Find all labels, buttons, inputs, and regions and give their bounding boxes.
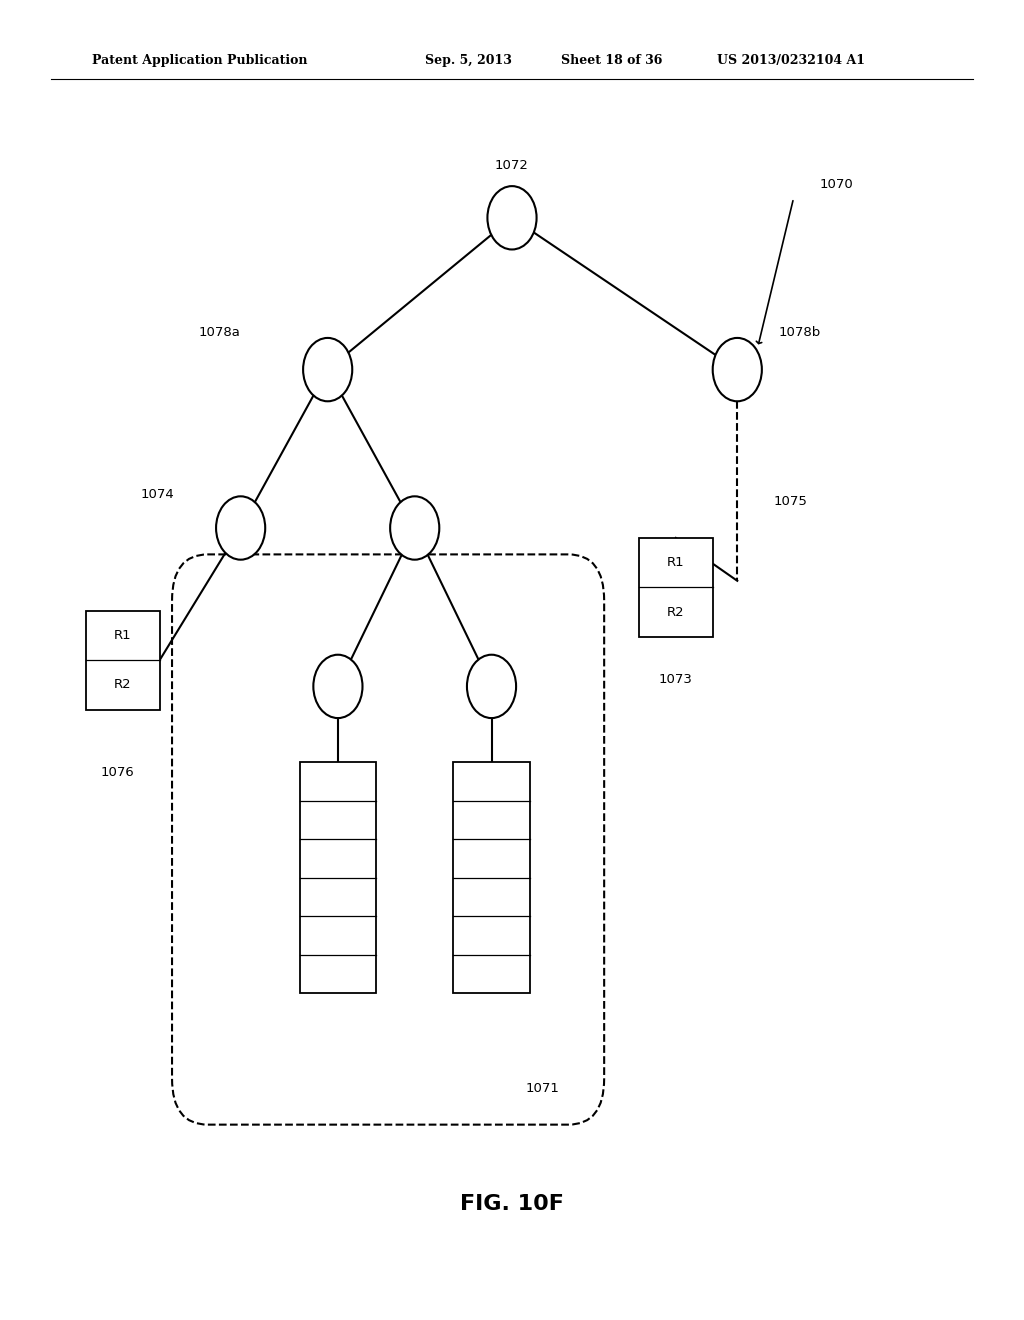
Circle shape [713,338,762,401]
Text: 1078b: 1078b [778,326,820,339]
Text: R1: R1 [114,628,132,642]
Text: Sheet 18 of 36: Sheet 18 of 36 [561,54,663,67]
Text: FIG. 10F: FIG. 10F [460,1193,564,1214]
Text: 1073: 1073 [658,673,693,686]
Circle shape [487,186,537,249]
Text: R2: R2 [667,606,685,619]
Bar [453,762,530,993]
Circle shape [303,338,352,401]
Text: 1074: 1074 [140,488,174,502]
Circle shape [467,655,516,718]
Bar [300,762,377,993]
Bar [639,537,713,636]
Text: Sep. 5, 2013: Sep. 5, 2013 [425,54,512,67]
Circle shape [216,496,265,560]
Circle shape [313,655,362,718]
Circle shape [390,496,439,560]
Text: 1072: 1072 [495,158,529,172]
Text: Patent Application Publication: Patent Application Publication [92,54,307,67]
Text: US 2013/0232104 A1: US 2013/0232104 A1 [717,54,865,67]
Text: R2: R2 [114,678,132,692]
Text: 1070: 1070 [819,178,853,191]
Bar [86,610,160,710]
Text: 1078a: 1078a [199,326,241,339]
Text: 1075: 1075 [773,495,807,508]
Text: 1076: 1076 [101,766,134,779]
Text: 1071: 1071 [525,1082,560,1096]
Text: R1: R1 [667,556,685,569]
